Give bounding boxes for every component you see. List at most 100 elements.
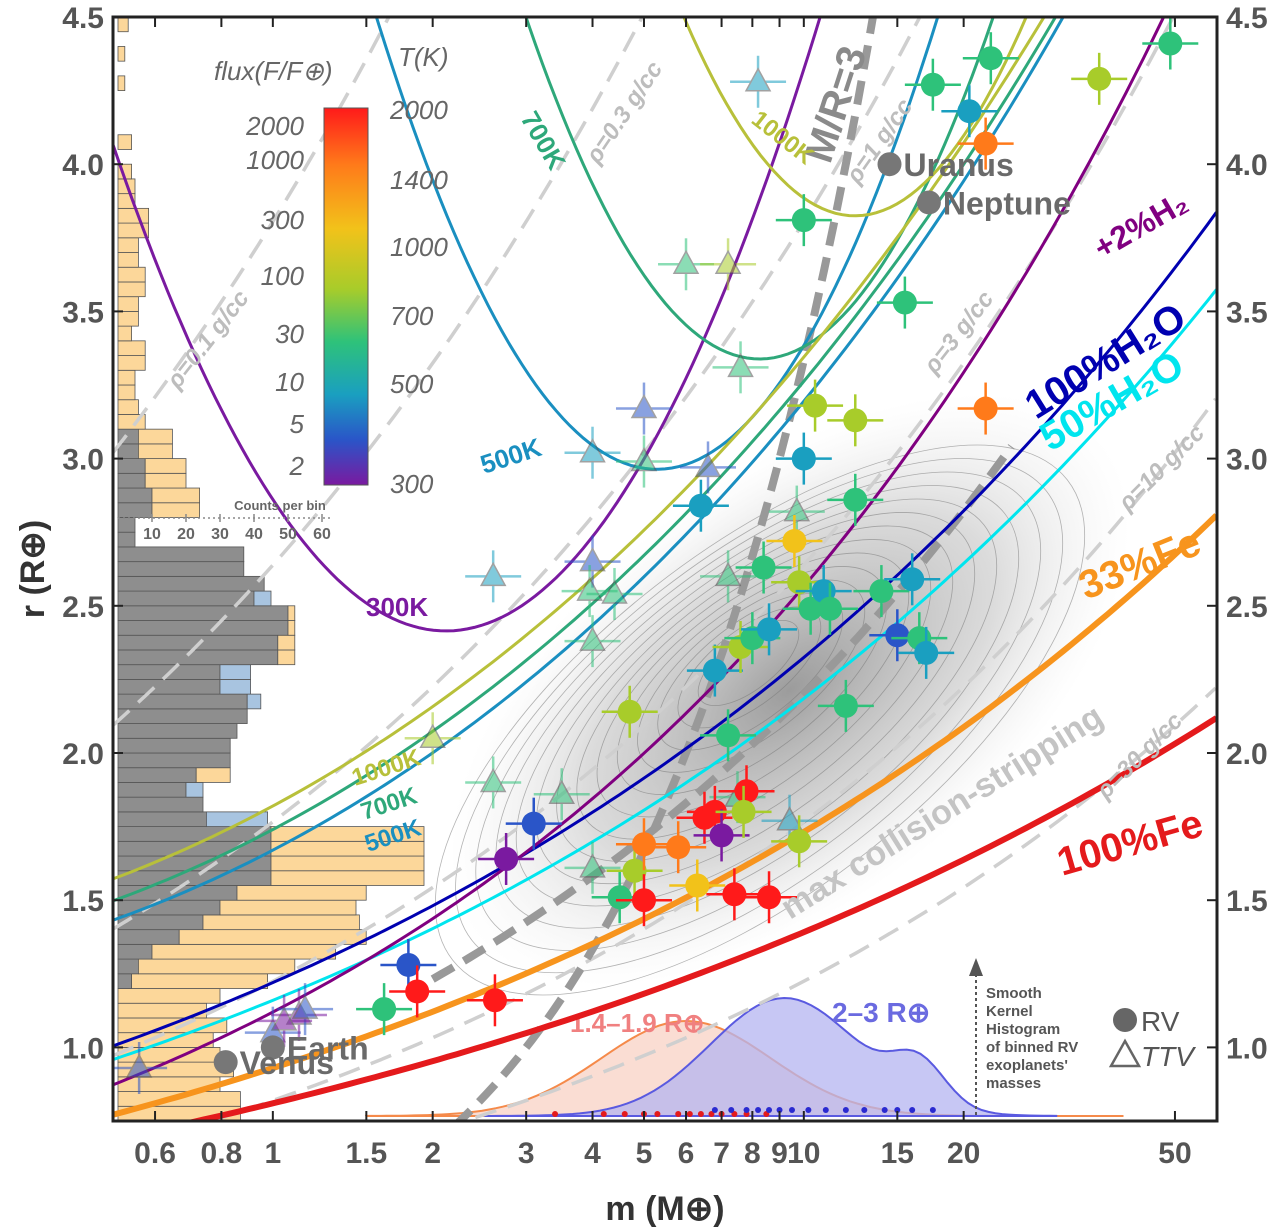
rv-point: [957, 117, 1014, 170]
rv-point: [957, 382, 1014, 435]
rv-marker: [900, 567, 925, 592]
colorbar-flux-label: 5: [290, 409, 305, 439]
hist-bar-orange: [117, 988, 221, 1004]
hist-bar-orange: [178, 929, 367, 945]
x-tick-label: 1: [264, 1137, 281, 1170]
kde-annotation: Smooth Kernel Histogram of binned RV exo…: [969, 958, 1082, 1115]
rv-point: [356, 983, 413, 1036]
rv-marker: [869, 579, 894, 604]
y-tick-label: 1.5: [62, 885, 104, 918]
x-tick-label: 4: [584, 1137, 601, 1170]
hist-bar-blue: [253, 590, 272, 607]
y-tick-label: 4.0: [62, 149, 104, 182]
rv-marker: [631, 832, 656, 857]
rv-point: [817, 679, 874, 732]
rv-marker: [803, 393, 828, 418]
x-tick-label: 3: [518, 1137, 535, 1170]
ttv-point: [564, 615, 621, 668]
hist-bar-gray: [117, 752, 231, 769]
rv-marker: [405, 979, 430, 1004]
ttv-point: [564, 841, 621, 894]
x-tick-label: 15: [881, 1137, 914, 1170]
ttv-point: [256, 994, 313, 1047]
kde-rug-blue: [881, 1107, 888, 1113]
ttv-point: [465, 756, 522, 809]
colorbar-temp-label: 2000: [389, 95, 448, 125]
hist-bar-orange: [117, 340, 146, 356]
rv-point: [669, 859, 726, 912]
ttv-marker: [727, 352, 754, 378]
composition-curves: [113, 17, 1217, 1121]
ttv-point: [564, 426, 621, 479]
rv-point: [615, 874, 672, 927]
ttv-marker: [579, 853, 606, 878]
kde-annotation-line-3: Histogram: [986, 1021, 1060, 1038]
kde-rug-blue: [766, 1107, 773, 1113]
colorbar-flux-label: 10: [275, 367, 304, 397]
ttv-marker: [776, 806, 803, 831]
rv-point: [693, 809, 750, 862]
y-tick-label-right: 2.5: [1226, 591, 1268, 624]
colorbar-temp-labels: 2000 1400 1000 700 500 300: [389, 95, 448, 499]
ttv-point: [680, 441, 737, 494]
hist-bar-orange: [287, 620, 296, 636]
y-tick-label-right: 4.5: [1226, 2, 1268, 35]
rv-point: [827, 473, 884, 526]
x-tick-label: 20: [947, 1137, 980, 1170]
hist-bar-gray: [117, 929, 180, 945]
hist-bar-orange: [287, 605, 296, 621]
rv-marker: [885, 623, 910, 648]
planet-label: Neptune: [943, 185, 1071, 221]
rv-marker: [791, 446, 816, 471]
rv-point: [775, 194, 832, 247]
kde-rug-red: [708, 1111, 715, 1117]
hist-bar-blue: [219, 679, 252, 695]
kde-rug-blue: [711, 1107, 718, 1113]
label-100fe: 100%Fe: [1052, 801, 1207, 884]
rv-point: [715, 785, 772, 838]
hist-tick-label: 10: [143, 526, 161, 543]
hist-bar-orange: [137, 958, 296, 975]
rv-point: [876, 276, 933, 329]
y-tick-label: 2.5: [62, 591, 104, 624]
hist-bar-gray: [117, 502, 153, 518]
temp-curve-lower-1000K: [113, 17, 1046, 881]
rv-point: [718, 765, 775, 818]
temperature-curves: [113, 17, 1065, 922]
ttv-marker: [579, 626, 606, 651]
hist-bar-gray: [117, 826, 272, 842]
kde-rug-blue: [894, 1107, 901, 1113]
hist-bar-orange: [117, 355, 146, 371]
rv-marker: [787, 829, 812, 854]
rv-marker: [1158, 31, 1183, 56]
ttv-marker: [479, 767, 507, 793]
density-contour: [556, 525, 954, 862]
x-tick-label: 1.5: [345, 1137, 387, 1170]
rv-marker: [914, 640, 939, 665]
legend: RV TTV: [1108, 1006, 1196, 1072]
hist-tick-label: 40: [245, 526, 263, 543]
x-tick-label: 0.8: [201, 1137, 243, 1170]
rv-marker: [973, 396, 998, 421]
rv-marker: [757, 617, 782, 642]
composition-curve-fe33: [113, 513, 1217, 1118]
hist-bar-orange: [195, 767, 231, 783]
ttv-point: [700, 550, 757, 603]
rv-point: [898, 626, 955, 679]
kde-annotation-line-2: Kernel: [986, 1003, 1033, 1020]
hist-bar-orange: [131, 973, 269, 989]
label-2h2: +2%H₂: [1088, 184, 1195, 266]
colorbar-flux-label: 100: [261, 261, 305, 291]
kde-annotation-text: Smooth Kernel Histogram of binned RV exo…: [986, 985, 1082, 1092]
rv-marker: [973, 131, 998, 156]
colorbar-flux-label: 30: [275, 319, 304, 349]
hist-bar-orange: [151, 943, 337, 960]
kde-rug-blue: [788, 1107, 795, 1113]
rv-point: [827, 394, 884, 447]
kde-rug-blue: [728, 1107, 735, 1113]
hist-bar-gray: [117, 723, 238, 739]
y-tick-label-right: 2.0: [1226, 738, 1268, 771]
label-500K: 500K: [477, 432, 546, 480]
ttv-point: [564, 535, 621, 588]
legend-ttv-label: TTV: [1141, 1041, 1196, 1072]
